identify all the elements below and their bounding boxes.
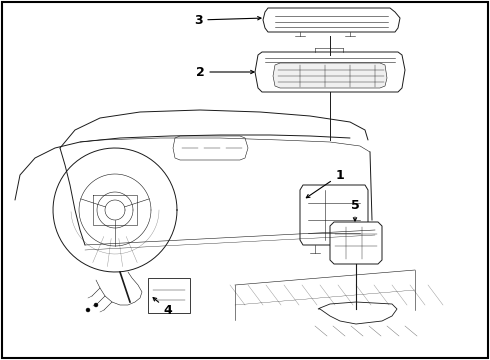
Polygon shape — [300, 185, 368, 245]
Circle shape — [86, 308, 90, 312]
Polygon shape — [318, 302, 397, 324]
Text: 5: 5 — [351, 198, 359, 221]
Text: 1: 1 — [306, 168, 344, 198]
Polygon shape — [273, 63, 387, 88]
Text: 3: 3 — [194, 14, 261, 27]
Bar — [148, 278, 190, 313]
Polygon shape — [173, 136, 248, 160]
Circle shape — [94, 303, 98, 307]
Text: 2: 2 — [196, 66, 254, 78]
Polygon shape — [263, 8, 400, 32]
Text: 4: 4 — [153, 298, 172, 316]
Polygon shape — [255, 52, 405, 92]
Polygon shape — [330, 222, 382, 264]
